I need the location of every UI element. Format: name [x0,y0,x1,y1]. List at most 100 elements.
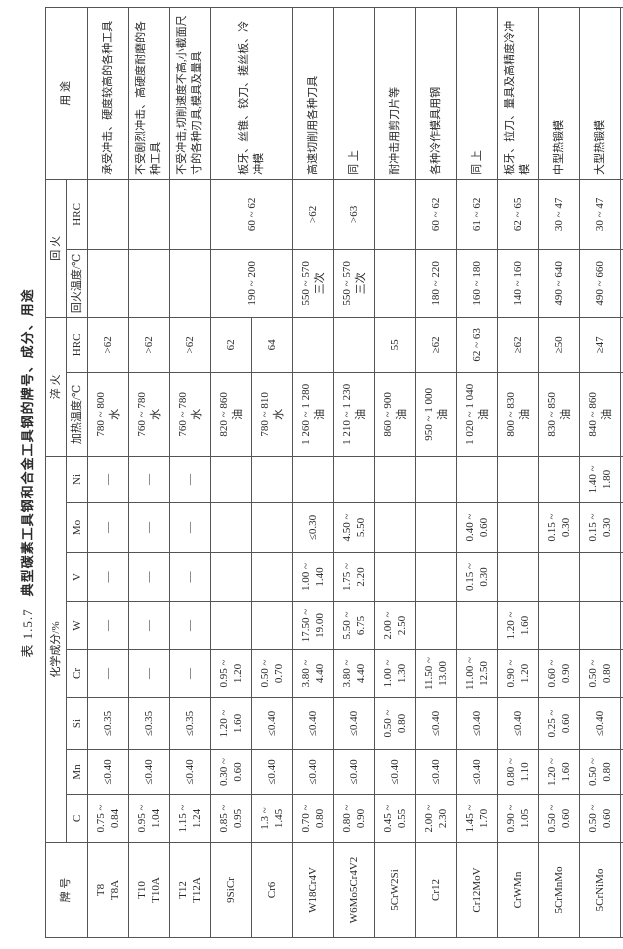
cell-use: 同 上 [333,7,375,180]
cell-temper-hrc: 62 ~ 65 [497,179,539,250]
cell-v [374,552,416,602]
cell-c: 1.15 ~ 1.24 [169,794,211,843]
cell-temper-temp: 490 ~ 640 [538,249,580,318]
cell-ni: — [128,456,170,503]
cell-ni: — [87,456,129,503]
cell-quench-temp: 1 260 ~ 1 280 油 [292,372,334,457]
cell-si: ≤0.40 [456,697,498,750]
tool-steel-table: 牌 号 化学成分/% 淬 火 回 火 用 途 C Mn Si Cr W V Mo… [45,6,623,938]
cell-grade: CrWMn [497,842,539,938]
cell-cr: 0.95 ~ 1.20 [210,649,252,698]
cell-cr: 11.50 ~ 13.00 [415,649,457,698]
cell-quench-hrc: 64 [251,317,293,373]
cell-ni [292,456,334,503]
cell-mo [251,502,293,553]
table-number: 表 1.5.7 [20,608,35,658]
cell-c: 1.3 ~ 1.45 [251,794,293,843]
cell-mo: ≤0.30 [292,502,334,553]
cell-grade: 5CrNiMo [579,842,621,938]
header-use: 用 途 [45,7,88,180]
cell-grade: 9SiCr [210,842,252,938]
table-row: Cr12MoV 1.45 ~ 1.70 ≤0.40 ≤0.40 11.00 ~ 12.5… [456,7,498,938]
cell-quench-temp: 820 ~ 860 油 [210,372,252,457]
cell-cr: 3.80 ~ 4.40 [292,649,334,698]
cell-temper-hrc: >62 [292,179,334,250]
cell-use: 板牙、拉刀、量具及高精度冷冲模 [497,7,539,180]
cell-temper-hrc [169,179,211,250]
cell-quench-hrc: ≥50 [538,317,580,373]
header-si: Si [66,697,88,750]
cell-temper-temp: 550 ~ 570 三次 [333,249,375,318]
table-body: T8 T8A 0.75 ~ 0.84 ≤0.40 ≤0.35— — — — —780 ~ 80… [87,7,623,938]
cell-si: ≤0.35 [87,697,129,750]
cell-use: 不受冲击,切削速度不高,小截面尺寸的各种刃具,模具及量具 [169,7,211,180]
cell-mo: — [128,502,170,553]
cell-ni [210,456,252,503]
cell-quench-hrc [333,317,375,373]
cell-quench-temp: 1 210 ~ 1 230 油 [333,372,375,457]
cell-temper-temp: 550 ~ 570 三次 [292,249,334,318]
cell-si: ≤0.40 [497,697,539,750]
cell-c: 0.85 ~ 0.95 [210,794,252,843]
table-caption: 表 1.5.7 典型碳素工具钢和合金工具钢的牌号、成分、用途 [14,8,45,938]
cell-temper-temp: 160 ~ 180 [456,249,498,318]
cell-si: ≤0.40 [333,697,375,750]
cell-cr: 3.80 ~ 4.40 [333,649,375,698]
cell-c: 0.90 ~ 1.05 [497,794,539,843]
cell-si: 0.50 ~ 0.80 [374,697,416,750]
cell-mo: 0.15 ~ 0.30 [538,502,580,553]
cell-mn: 0.30 ~ 0.60 [210,749,252,795]
cell-temper-temp: 140 ~ 160 [497,249,539,318]
cell-quench-hrc: >62 [87,317,129,373]
cell-quench-temp: 780 ~ 810 水 [251,372,293,457]
cell-temper-hrc: 60 ~ 62 [210,179,293,250]
cell-mo: 0.40 ~ 0.60 [456,502,498,553]
cell-w [210,601,252,650]
cell-quench-temp: 950 ~ 1 000 油 [415,372,457,457]
cell-temper-temp [128,249,170,318]
cell-w [456,601,498,650]
cell-temper-hrc: 61 ~ 62 [456,179,498,250]
cell-mn: ≤0.40 [87,749,129,795]
cell-use: 不受剧烈冲击、高硬度耐磨的各种工具 [128,7,170,180]
cell-v [538,552,580,602]
cell-c: 2.00 ~ 2.30 [415,794,457,843]
cell-cr: 0.50 ~ 0.80 [579,649,621,698]
cell-cr: 0.60 ~ 0.90 [538,649,580,698]
cell-cr: 1.00 ~ 1.30 [374,649,416,698]
cell-use: 高速切削用各种刀具 [292,7,334,180]
cell-quench-hrc: 62 ~ 63 [456,317,498,373]
cell-quench-hrc: 62 [210,317,252,373]
header-mo: Mo [66,502,88,553]
cell-quench-hrc: 55 [374,317,416,373]
cell-use: 同 上 [456,7,498,180]
cell-mo: 4.50 ~ 5.50 [333,502,375,553]
cell-mn: 0.50 ~ 0.80 [579,749,621,795]
cell-mn: ≤0.40 [128,749,170,795]
cell-temper-temp [374,249,416,318]
cell-ni [456,456,498,503]
cell-grade: T12 T12A [169,842,211,938]
cell-mn: 0.80 ~ 1.10 [497,749,539,795]
cell-grade: T8 T8A [87,842,129,938]
cell-mo [374,502,416,553]
header-quench: 淬 火 [45,317,67,457]
cell-grade: Cr12MoV [456,842,498,938]
cell-w: 5.50 ~ 6.75 [333,601,375,650]
cell-v [579,552,621,602]
cell-w [415,601,457,650]
header-ni: Ni [66,456,88,503]
cell-ni [374,456,416,503]
header-composition: 化学成分/% [45,456,67,843]
cell-quench-hrc: >62 [169,317,211,373]
cell-temper-hrc: 30 ~ 47 [538,179,580,250]
cell-w: — [87,601,129,650]
cell-si: ≤0.35 [128,697,170,750]
table-row: 9SiCr 0.85 ~ 0.95 0.30 ~ 0.60 1.20 ~ 1.60 0.… [210,7,293,938]
cell-temper-hrc: 60 ~ 62 [415,179,457,250]
cell-v: 0.15 ~ 0.30 [456,552,498,602]
table-row: Cr12 2.00 ~ 2.30 ≤0.40 ≤0.40 11.50 ~ 13.00 95… [415,7,457,938]
cell-w: 17.50 ~ 19.00 [292,601,334,650]
cell-cr: — [169,649,211,698]
cell-temper-hrc [128,179,170,250]
